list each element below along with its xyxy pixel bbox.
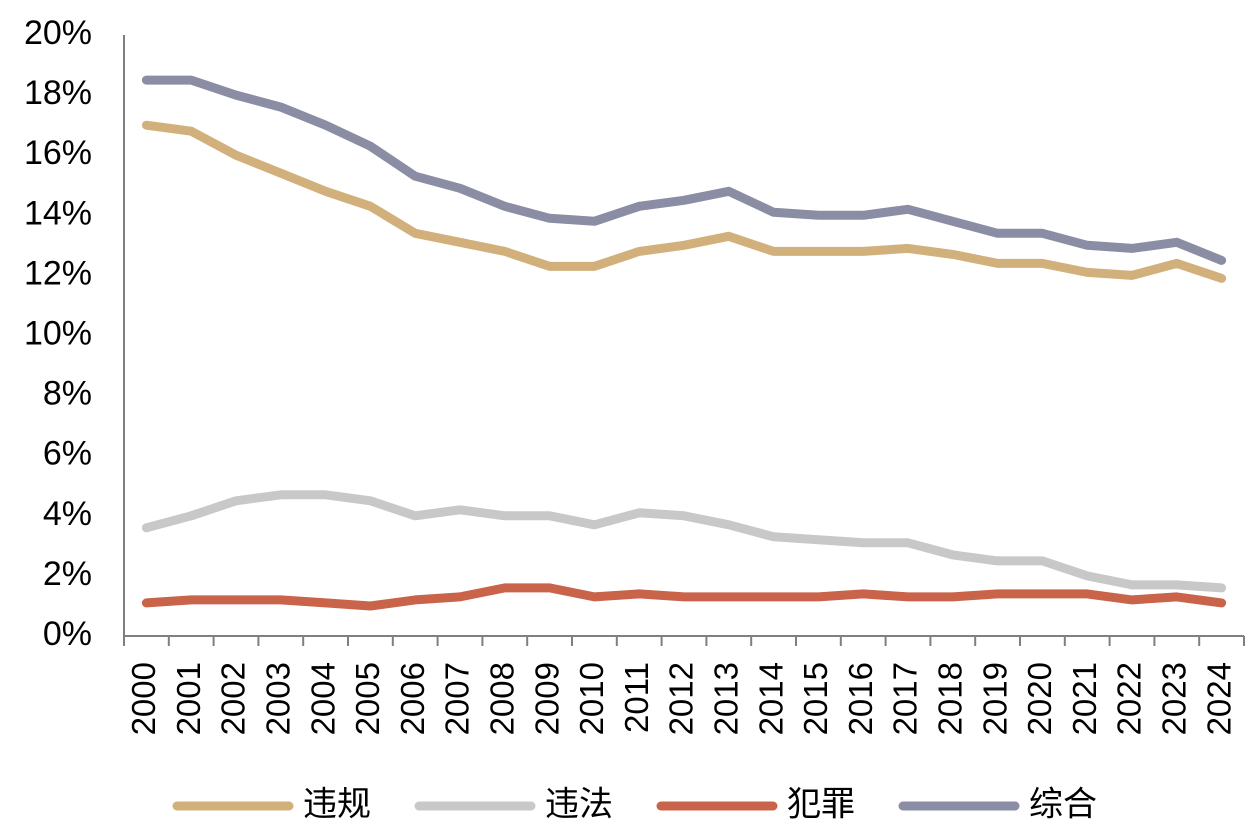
x-tick-label: 2013: [708, 662, 745, 735]
y-tick-label: 4%: [43, 495, 92, 533]
series-line-违规: [141, 120, 1227, 283]
x-tick-label: 2012: [663, 662, 700, 735]
legend-item: 综合: [898, 785, 1097, 825]
y-tick-label: 8%: [43, 375, 92, 413]
x-tick-label: 2000: [125, 662, 162, 735]
x-tick-label: 2024: [1200, 662, 1237, 735]
x-tick-label: 2018: [932, 662, 969, 735]
x-axis: 2000 2001 2002 2003 2004 2005 2006 2007 2008 2009…: [123, 635, 1245, 735]
legend-label: 犯罪: [787, 785, 855, 825]
x-tick-label: 2014: [752, 662, 789, 735]
x-tick-label: 2021: [1066, 662, 1103, 735]
y-axis: 0% 2% 4% 6% 8% 10% 12% 14% 16% 18% 20%: [24, 14, 125, 653]
x-tick-label: 2015: [797, 662, 834, 735]
series-line-犯罪: [141, 583, 1227, 611]
x-tick-label: 2003: [260, 662, 297, 735]
y-tick-label: 2%: [43, 555, 92, 593]
y-tick-label: 14%: [24, 194, 92, 232]
x-tick-label: 2004: [304, 662, 341, 735]
x-tick-label: 2017: [887, 662, 924, 735]
legend: 违规 违法 犯罪 综合: [172, 785, 1097, 825]
x-tick-label: 2020: [1021, 662, 1058, 735]
x-tick-label: 2006: [394, 662, 431, 735]
y-tick-label: 20%: [24, 14, 92, 52]
legend-item: 犯罪: [656, 785, 855, 825]
legend-item: 违法: [414, 785, 613, 825]
legend-item: 违规: [172, 785, 371, 825]
y-tick-label: 18%: [24, 74, 92, 112]
x-tick-label: 2019: [976, 662, 1013, 735]
x-tick-label: 2010: [573, 662, 610, 735]
series-line-综合: [141, 75, 1227, 265]
series-line-违法: [141, 490, 1227, 593]
legend-label: 违规: [303, 785, 371, 825]
x-tick-label: 2022: [1111, 662, 1148, 735]
x-tick-label: 2008: [484, 662, 521, 735]
y-tick-label: 12%: [24, 254, 92, 292]
y-tick-label: 16%: [24, 134, 92, 172]
series-lines: [141, 75, 1227, 611]
x-tick-label: 2001: [170, 662, 207, 735]
y-tick-label: 10%: [24, 314, 92, 352]
x-tick-label: 2011: [618, 662, 655, 733]
x-tick-label: 2023: [1156, 662, 1193, 735]
x-tick-label: 2005: [349, 662, 386, 735]
legend-label: 综合: [1029, 785, 1097, 825]
x-tick-label: 2016: [842, 662, 879, 735]
y-tick-label: 6%: [43, 435, 92, 473]
x-tick-label: 2009: [528, 662, 565, 735]
legend-label: 违法: [545, 785, 613, 825]
x-tick-label: 2002: [215, 662, 252, 735]
x-tick-label: 2007: [439, 662, 476, 735]
y-tick-label: 0%: [43, 615, 92, 653]
